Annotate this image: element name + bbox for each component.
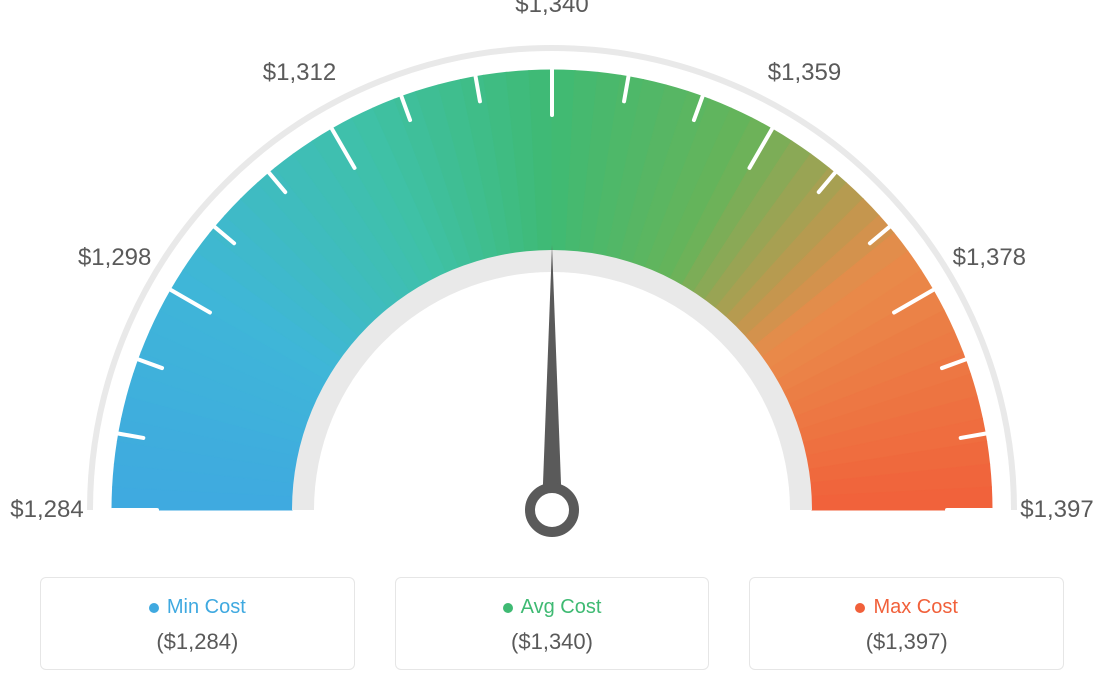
gauge-container: $1,284 $1,298 $1,312 $1,340 $1,359 $1,378 $1,3… (0, 0, 1104, 560)
legend-max-label: Max Cost (873, 596, 957, 619)
legend-max-title: Max Cost (762, 596, 1051, 619)
legend-avg-dot (503, 603, 513, 613)
legend-min-label: Min Cost (167, 596, 246, 619)
legend-avg-value: ($1,340) (408, 629, 697, 655)
gauge-tick-label: $1,397 (1020, 496, 1093, 524)
legend-min-title: Min Cost (53, 596, 342, 619)
legend-avg: Avg Cost ($1,340) (395, 577, 710, 670)
gauge-tick-label: $1,312 (263, 59, 336, 87)
legend-avg-label: Avg Cost (521, 596, 602, 619)
gauge-tick-label: $1,359 (768, 59, 841, 87)
gauge-tick-label: $1,298 (78, 244, 151, 272)
gauge-chart (0, 0, 1104, 560)
legend-min: Min Cost ($1,284) (40, 577, 355, 670)
legend-max-value: ($1,397) (762, 629, 1051, 655)
gauge-tick-label: $1,284 (10, 496, 83, 524)
legend-min-dot (149, 603, 159, 613)
legend-row: Min Cost ($1,284) Avg Cost ($1,340) Max … (0, 577, 1104, 670)
legend-max: Max Cost ($1,397) (749, 577, 1064, 670)
legend-min-value: ($1,284) (53, 629, 342, 655)
gauge-tick-label: $1,378 (953, 244, 1026, 272)
legend-max-dot (855, 603, 865, 613)
gauge-tick-label: $1,340 (515, 0, 588, 19)
legend-avg-title: Avg Cost (408, 596, 697, 619)
